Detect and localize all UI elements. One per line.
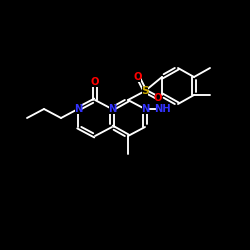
- Bar: [109, 104, 115, 114]
- Text: N: N: [108, 104, 116, 114]
- Text: O: O: [91, 77, 99, 87]
- Bar: [135, 72, 141, 82]
- Text: NH: NH: [154, 104, 170, 114]
- Bar: [142, 104, 148, 114]
- Text: O: O: [154, 93, 162, 103]
- Text: N: N: [74, 104, 82, 114]
- Bar: [155, 94, 161, 102]
- Text: O: O: [134, 72, 142, 82]
- Text: S: S: [141, 86, 149, 96]
- Text: N: N: [141, 104, 149, 114]
- Bar: [156, 104, 168, 114]
- Bar: [92, 78, 98, 86]
- Bar: [75, 104, 81, 114]
- Bar: [142, 86, 148, 96]
